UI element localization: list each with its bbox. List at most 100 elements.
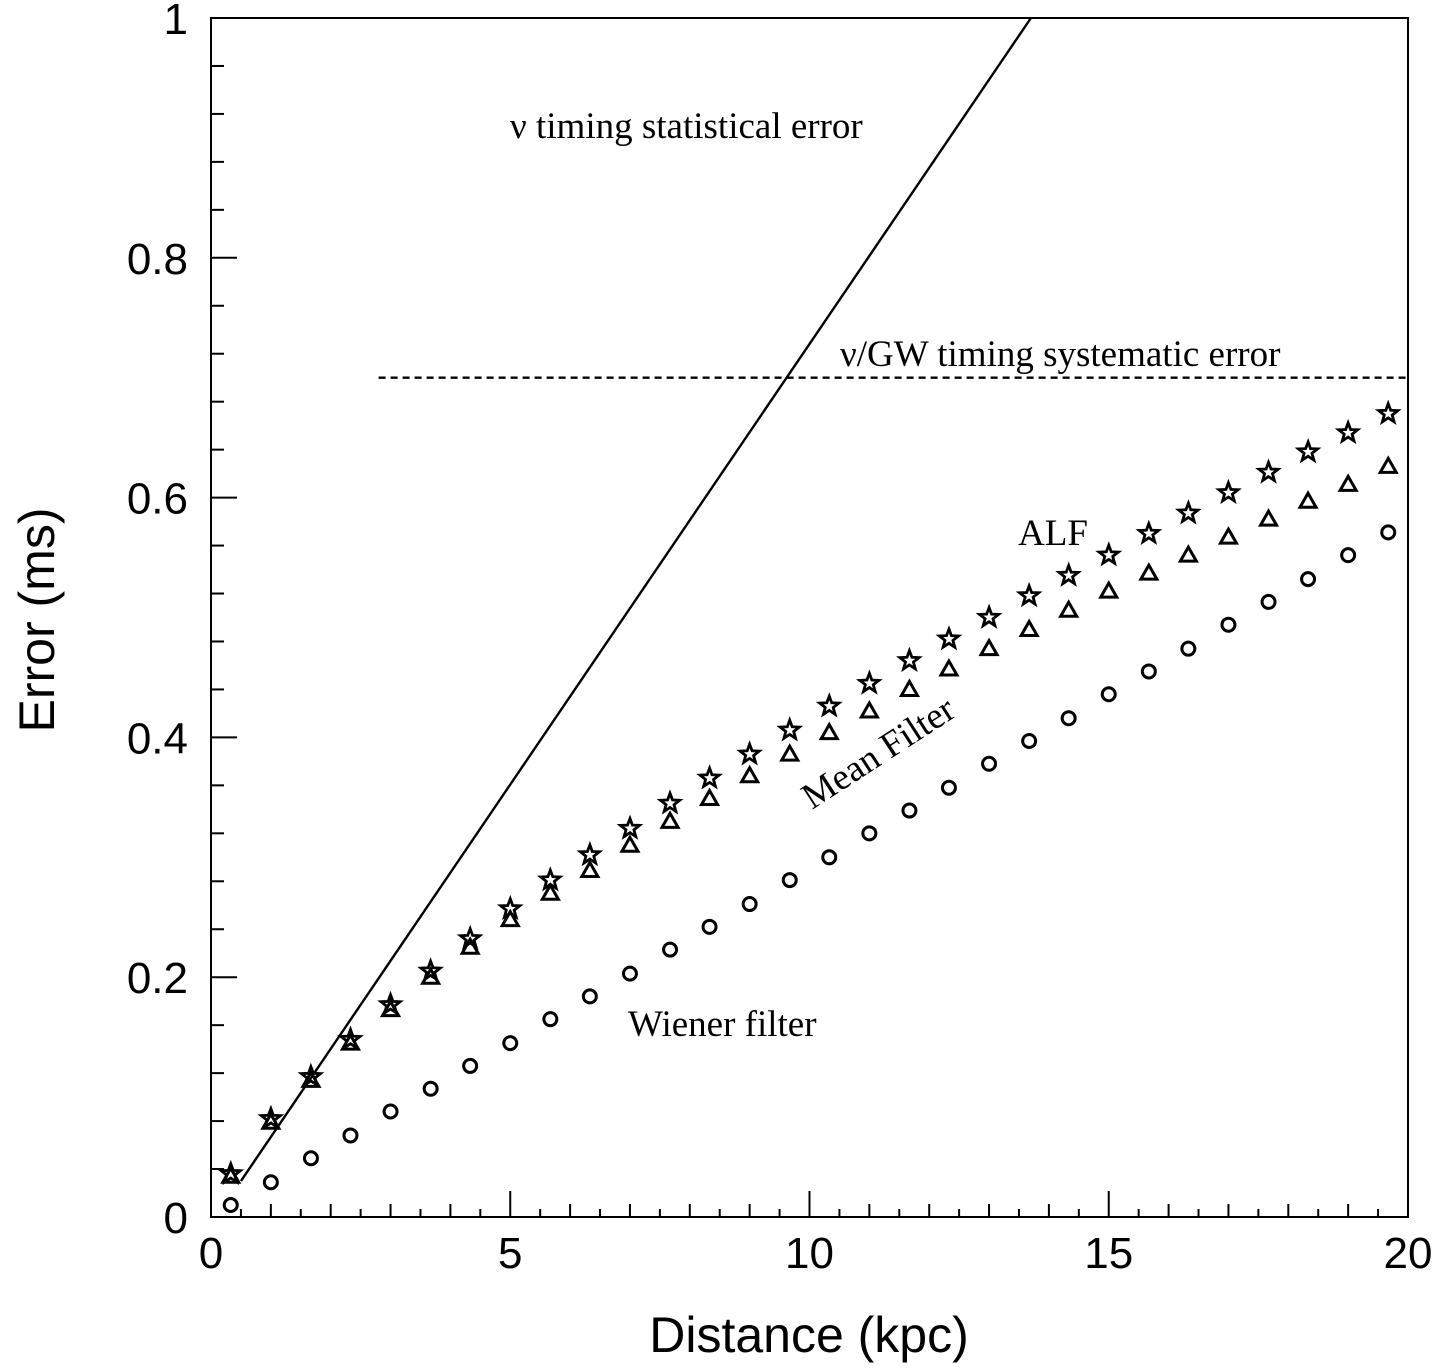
mean-filter-point <box>698 787 721 807</box>
wiener-filter-point <box>701 918 718 935</box>
wiener-filter-point <box>1021 732 1038 749</box>
mean-filter-point <box>818 721 840 741</box>
alf-point <box>217 1159 245 1186</box>
y-tick-label: 0.2 <box>127 954 188 1003</box>
wiener-filter-point <box>262 1174 279 1191</box>
mean-filter-point <box>499 908 521 928</box>
annotation-wiener-filter: Wiener filter <box>628 1004 817 1045</box>
reference-lines <box>239 17 1408 1182</box>
wiener-filter-point <box>542 1011 559 1028</box>
alf-point <box>1374 399 1402 426</box>
annotation-mean-filter: Mean Filter <box>795 689 963 818</box>
alf-point <box>656 789 684 815</box>
y-tick-label: 0.4 <box>127 714 188 763</box>
mean-filter-point <box>858 699 880 719</box>
alf-point <box>1135 519 1163 545</box>
wiener-filter-point <box>1300 571 1317 588</box>
mean-filter-point <box>220 1165 242 1184</box>
wiener-filter-point <box>502 1035 519 1052</box>
axis-ticks: 0 5 10 15 20 0 0.2 0.4 0.6 0.8 1 <box>127 0 1433 1278</box>
wiener-filter-point <box>581 988 598 1005</box>
mean-filter-point <box>978 637 1000 657</box>
mean-filter-point <box>659 810 681 829</box>
wiener-filter-point <box>781 872 798 889</box>
alf-point <box>616 814 644 840</box>
alf-point <box>257 1104 285 1131</box>
y-tick-label: 0 <box>164 1194 188 1243</box>
alf-point <box>576 840 604 867</box>
mean-filter-point <box>1177 544 1199 563</box>
mean-filter-point <box>459 936 481 955</box>
mean-filter-point <box>1098 580 1120 599</box>
x-axis-title: Distance (kpc) <box>649 1307 969 1363</box>
alf-point <box>1294 437 1322 464</box>
y-tick-label: 0.6 <box>127 475 188 524</box>
annotation-alf: ALF <box>1018 513 1088 554</box>
data-points <box>217 399 1402 1214</box>
alf-point <box>1055 561 1083 587</box>
mean-filter-point <box>898 678 921 697</box>
wiener-filter-point <box>302 1150 319 1167</box>
alf-point <box>297 1062 325 1089</box>
y-tick-label: 0.8 <box>127 235 188 284</box>
alf-point <box>935 625 963 651</box>
mean-filter-point <box>260 1111 282 1130</box>
alf-point <box>336 1025 364 1051</box>
wiener-filter-point <box>1260 593 1277 610</box>
mean-filter-point <box>1257 508 1280 527</box>
alf-point <box>696 764 723 790</box>
alf-point <box>377 990 404 1017</box>
wiener-filter-point <box>821 849 838 866</box>
mean-filter-point <box>420 966 442 985</box>
mean-filter-point <box>539 882 561 901</box>
alf-point <box>1174 499 1202 525</box>
annotation-statistical-error: ν timing statistical error <box>510 106 863 147</box>
wiener-filter-point <box>1140 663 1157 680</box>
mean-filter-point <box>1377 455 1399 474</box>
wiener-filter-point <box>462 1057 479 1074</box>
alf-point <box>736 740 764 766</box>
mean-filter-point <box>1138 562 1160 581</box>
alf-point <box>456 924 484 951</box>
wiener-filter-point <box>1180 640 1197 657</box>
wiener-filter-point <box>1340 547 1357 564</box>
y-tick-label: 1 <box>164 0 188 44</box>
mean-filter-point <box>300 1069 322 1088</box>
x-tick-label: 5 <box>498 1229 522 1278</box>
wiener-filter-point <box>861 825 878 842</box>
alf-point <box>1015 581 1043 608</box>
annotation-systematic-error: ν/GW timing systematic error <box>840 334 1280 375</box>
mean-filter-point <box>1217 526 1240 545</box>
wiener-filter-point <box>621 965 638 982</box>
alf-point <box>855 669 883 695</box>
alf-point <box>1255 458 1282 484</box>
alf-point <box>776 716 804 742</box>
mean-filter-point <box>1337 473 1359 492</box>
wiener-filter-point <box>222 1197 239 1214</box>
wiener-filter-point <box>901 802 918 819</box>
wiener-filter-point <box>940 779 957 796</box>
alf-point <box>815 692 843 718</box>
alf-point <box>417 957 445 983</box>
wiener-filter-point <box>1220 616 1237 633</box>
x-tick-label: 0 <box>199 1229 223 1278</box>
mean-filter-point <box>1018 618 1040 637</box>
mean-filter-point <box>938 658 960 677</box>
x-tick-label: 15 <box>1084 1229 1133 1278</box>
alf-point <box>975 603 1003 629</box>
wiener-filter-point <box>1100 686 1117 703</box>
mean-filter-point <box>739 764 761 784</box>
x-tick-label: 10 <box>785 1229 834 1278</box>
mean-filter-point <box>379 998 402 1018</box>
mean-filter-point <box>619 834 641 853</box>
mean-filter-point <box>1058 599 1080 618</box>
wiener-filter-point <box>981 755 998 772</box>
wiener-filter-point <box>662 941 679 958</box>
mean-filter-point <box>339 1032 362 1051</box>
alf-point <box>1095 541 1123 567</box>
mean-filter-point <box>1297 490 1319 509</box>
y-axis-title: Error (ms) <box>9 508 65 733</box>
wiener-filter-point <box>382 1103 399 1120</box>
alf-point <box>1215 478 1242 505</box>
